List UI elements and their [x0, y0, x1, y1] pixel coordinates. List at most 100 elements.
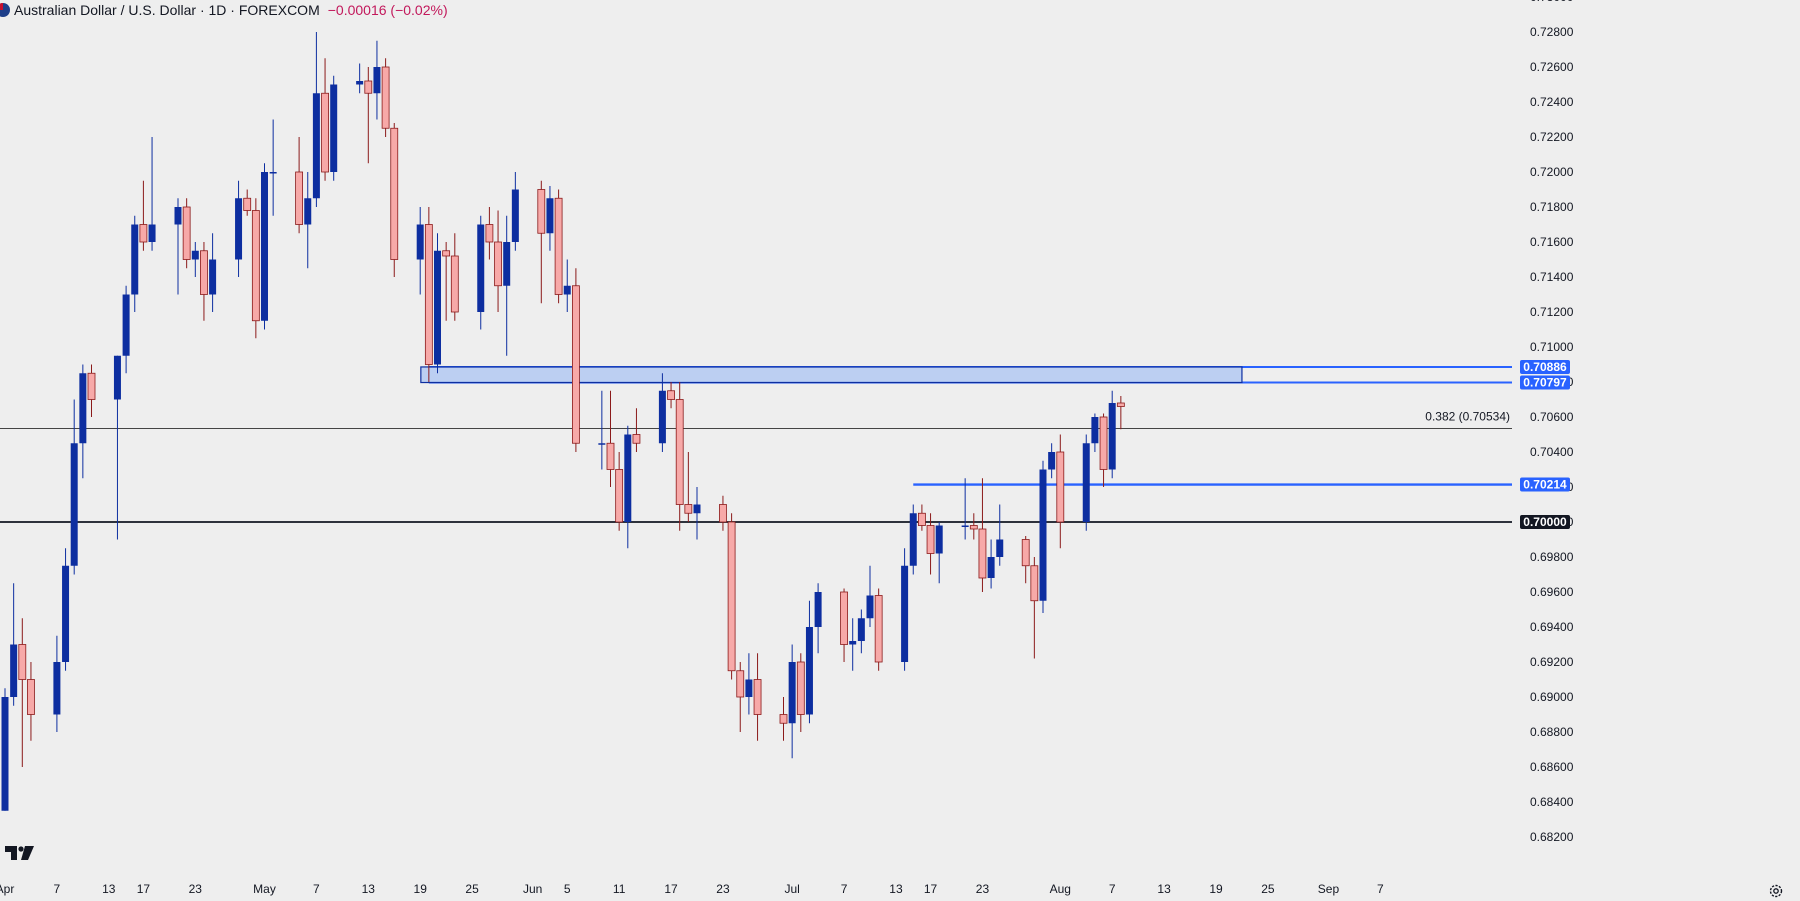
candle[interactable]	[935, 522, 943, 584]
candle[interactable]	[1099, 413, 1108, 488]
candle[interactable]	[390, 123, 399, 277]
candle[interactable]	[330, 75, 338, 181]
candle[interactable]	[70, 399, 78, 575]
candle[interactable]	[572, 268, 580, 452]
candle[interactable]	[18, 618, 27, 767]
candle[interactable]	[779, 697, 788, 741]
candle[interactable]	[857, 609, 865, 654]
candle[interactable]	[511, 172, 519, 251]
candle[interactable]	[235, 180, 243, 277]
candle[interactable]	[79, 364, 87, 479]
candle[interactable]	[243, 189, 252, 216]
candle[interactable]	[381, 58, 390, 137]
candle[interactable]	[1030, 557, 1039, 659]
candle[interactable]	[537, 180, 546, 304]
candle[interactable]	[1, 688, 9, 811]
candle[interactable]	[295, 137, 304, 234]
candle[interactable]	[131, 215, 139, 312]
candle[interactable]	[563, 259, 571, 313]
candle[interactable]	[27, 662, 35, 741]
candle[interactable]	[961, 478, 969, 540]
candle[interactable]	[139, 180, 148, 251]
candle[interactable]	[814, 583, 822, 654]
price-axis[interactable]: 0.68200 0.68400 0.68600 0.68800 0.69000 0.692…	[1520, 0, 1574, 844]
candle[interactable]	[1039, 460, 1047, 613]
candle[interactable]	[182, 198, 191, 269]
candle[interactable]	[658, 373, 666, 452]
candle[interactable]	[304, 172, 312, 269]
candle[interactable]	[624, 425, 632, 549]
candle[interactable]	[373, 40, 381, 120]
candle[interactable]	[200, 242, 208, 321]
candle[interactable]	[866, 565, 874, 627]
candle[interactable]	[503, 215, 511, 356]
candle[interactable]	[113, 355, 121, 540]
candle[interactable]	[261, 163, 268, 330]
candle[interactable]	[312, 32, 320, 207]
candle[interactable]	[251, 198, 260, 339]
gear-icon[interactable]	[1768, 883, 1784, 899]
candle[interactable]	[1091, 413, 1099, 453]
candle[interactable]	[874, 588, 883, 671]
time-axis[interactable]: Apr 7 13 17 23 May 7 13 19 25 Jun 5 11 17 23 Jul 7 13 17 23…	[0, 882, 1384, 896]
candle[interactable]	[1082, 434, 1090, 531]
symbol-header[interactable]: Australian Dollar / U.S. Dollar · 1D · F…	[0, 0, 448, 20]
candle[interactable]	[1108, 390, 1116, 479]
candle[interactable]	[122, 285, 130, 374]
candle[interactable]	[745, 653, 753, 715]
candle[interactable]	[753, 653, 762, 741]
candle[interactable]	[434, 233, 441, 374]
candle[interactable]	[416, 207, 424, 295]
candle[interactable]	[477, 215, 485, 330]
candle[interactable]	[1056, 434, 1065, 549]
candle[interactable]	[675, 382, 684, 531]
candle[interactable]	[606, 390, 615, 487]
candle[interactable]	[667, 382, 675, 409]
candle[interactable]	[1116, 396, 1125, 430]
candle[interactable]	[987, 539, 995, 589]
candle[interactable]	[736, 662, 745, 732]
candle[interactable]	[727, 513, 736, 680]
candle[interactable]	[174, 198, 182, 295]
candle[interactable]	[719, 495, 727, 531]
candle[interactable]	[684, 452, 693, 522]
candle[interactable]	[693, 487, 701, 540]
zone-rectangle[interactable]	[420, 366, 1243, 384]
candle[interactable]	[598, 390, 606, 470]
candle[interactable]	[918, 504, 926, 531]
candle[interactable]	[148, 137, 156, 251]
candle[interactable]	[840, 588, 848, 663]
candle[interactable]	[87, 364, 96, 418]
candle[interactable]	[424, 207, 433, 382]
candle[interactable]	[978, 478, 987, 592]
candle[interactable]	[996, 504, 1004, 566]
tradingview-logo-icon[interactable]	[5, 846, 35, 860]
candle[interactable]	[62, 548, 70, 671]
candle[interactable]	[321, 58, 329, 181]
candle[interactable]	[450, 233, 459, 321]
candle[interactable]	[269, 119, 277, 216]
candle[interactable]	[191, 242, 199, 277]
candle[interactable]	[485, 207, 494, 260]
candle[interactable]	[788, 644, 796, 759]
candle[interactable]	[546, 186, 554, 251]
candle[interactable]	[909, 504, 917, 575]
candle[interactable]	[554, 189, 563, 304]
candle[interactable]	[969, 513, 978, 540]
candle[interactable]	[1048, 443, 1056, 479]
candle[interactable]	[1021, 536, 1030, 584]
candle[interactable]	[805, 600, 813, 724]
candle[interactable]	[796, 653, 805, 732]
candle[interactable]	[209, 233, 217, 312]
candle[interactable]	[849, 618, 857, 671]
candle[interactable]	[901, 548, 909, 671]
candle[interactable]	[615, 452, 624, 531]
candle[interactable]	[10, 583, 18, 706]
candle[interactable]	[632, 408, 641, 452]
candle[interactable]	[442, 242, 451, 321]
candle[interactable]	[356, 63, 364, 94]
candle[interactable]	[364, 67, 373, 164]
candle[interactable]	[926, 513, 935, 575]
candle[interactable]	[494, 210, 502, 313]
